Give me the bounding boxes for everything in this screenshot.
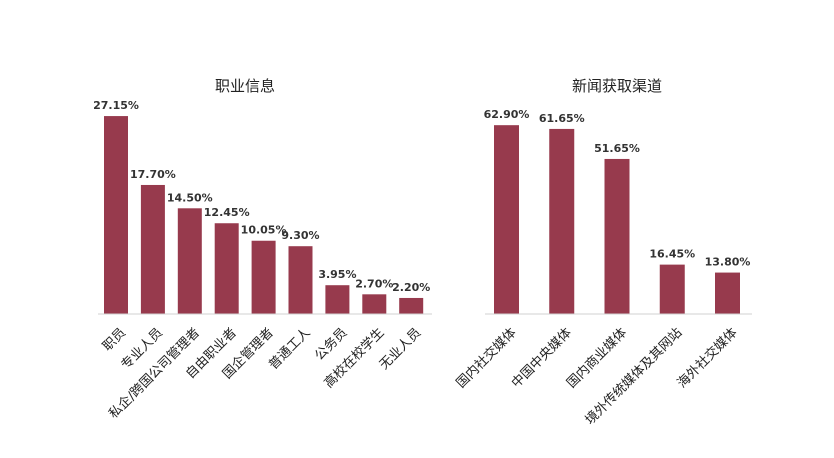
news-channel-category-label-3: 境外传统媒体及其网站: [583, 325, 686, 428]
news-channel-chart-title: 新闻获取渠道: [572, 77, 662, 95]
news-channel-bar-2: [604, 158, 630, 314]
occupation-value-label-0: 27.15%: [93, 99, 139, 112]
occupation-bar-1: [140, 184, 165, 314]
occupation-value-label-2: 14.50%: [167, 191, 213, 204]
news-channel-value-label-0: 62.90%: [484, 108, 530, 121]
news-channel-chart: 新闻获取渠道 62.90%国内社交媒体61.65%中国中央媒体51.65%国内商…: [453, 77, 752, 428]
news-channel-value-label-2: 51.65%: [594, 142, 640, 155]
occupation-chart: 职业信息 27.15%职员17.70%专业人员14.50%私企/跨国公司管理者1…: [93, 77, 432, 422]
occupation-bar-6: [325, 285, 350, 314]
news-channel-value-label-4: 13.80%: [705, 256, 751, 269]
news-channel-value-label-1: 61.65%: [539, 112, 585, 125]
occupation-value-label-7: 2.70%: [355, 277, 393, 290]
occupation-value-label-6: 3.95%: [318, 268, 356, 281]
occupation-category-label-5: 普通工人: [266, 325, 313, 372]
occupation-bar-4: [251, 240, 276, 314]
occupation-value-label-1: 17.70%: [130, 168, 176, 181]
news-channel-bar-3: [659, 264, 685, 314]
news-channel-bar-0: [494, 125, 519, 315]
occupation-bar-7: [362, 294, 387, 314]
news-channel-bar-1: [549, 128, 575, 314]
news-channel-bar-4: [715, 272, 740, 314]
news-channel-value-label-3: 16.45%: [649, 248, 695, 261]
occupation-chart-title: 职业信息: [215, 77, 275, 95]
occupation-bar-0: [104, 116, 128, 314]
occupation-value-label-4: 10.05%: [241, 224, 287, 237]
occupation-value-label-5: 9.30%: [281, 229, 319, 242]
news-channel-category-label-4: 海外社交媒体: [674, 325, 740, 391]
occupation-bar-8: [399, 297, 424, 314]
occupation-value-label-8: 2.20%: [392, 281, 430, 294]
occupation-bar-5: [288, 246, 313, 314]
occupation-bar-3: [214, 223, 239, 314]
occupation-category-label-0: 职员: [100, 325, 129, 354]
occupation-category-label-8: 无业人员: [377, 325, 424, 372]
occupation-value-label-3: 12.45%: [204, 206, 250, 219]
occupation-bar-2: [177, 208, 202, 314]
